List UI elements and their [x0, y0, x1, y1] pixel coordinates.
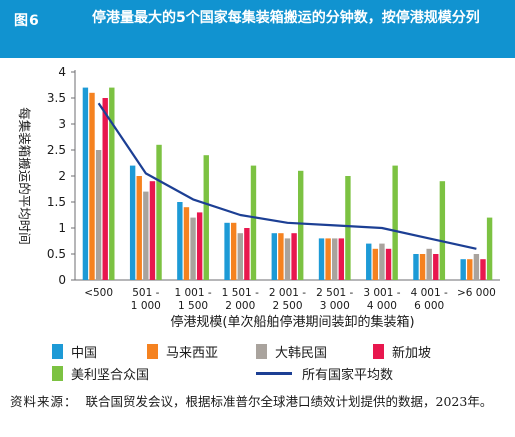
x-axis-label: 停港规模(单次船舶停港期间装卸的集装箱) — [170, 314, 414, 330]
bar — [95, 150, 102, 280]
bar — [467, 259, 473, 280]
legend-label: 美利坚合众国 — [71, 368, 150, 383]
bar — [392, 165, 398, 280]
legend-label: 所有国家平均数 — [302, 368, 394, 383]
x-tick-label: 2 001 - — [269, 287, 306, 299]
bar — [156, 144, 162, 280]
bar — [426, 248, 432, 280]
legend-label: 中国 — [71, 346, 98, 361]
bar — [473, 254, 480, 280]
bar — [385, 248, 392, 280]
y-tick-label: 3 — [58, 117, 66, 131]
legend-swatch — [52, 366, 63, 381]
bar — [177, 202, 183, 280]
x-tick-label: >6 000 — [457, 287, 496, 299]
bar — [345, 176, 351, 280]
legend-label: 新加坡 — [392, 346, 432, 361]
x-tick-label: <500 — [84, 287, 113, 299]
bar — [82, 87, 89, 280]
legend-swatch — [147, 344, 158, 359]
bar — [244, 228, 250, 280]
bar — [183, 207, 190, 280]
bar — [109, 87, 115, 280]
bar — [271, 233, 277, 280]
legend-swatch — [256, 344, 267, 359]
legend-label: 马来西亚 — [166, 346, 219, 361]
bar — [284, 238, 291, 280]
source-text: 联合国贸发会议，根据标准普尔全球港口绩效计划提供的数据，2023年。 — [85, 394, 493, 409]
legend-item-average: 所有国家平均数 — [256, 364, 393, 383]
bar — [413, 254, 419, 280]
y-tick-label: 1.5 — [47, 195, 66, 209]
bar — [136, 176, 142, 280]
x-tick-label: 4 001 - — [411, 287, 448, 299]
chart-title: 停港量最大的5个国家每集装箱搬运的分钟数，按停港规模分列 — [92, 10, 480, 26]
y-tick-label: 2 — [58, 169, 66, 183]
bar — [419, 254, 426, 280]
x-tick-label: 1 501 - — [222, 287, 259, 299]
legend-item: 中国 — [52, 342, 97, 361]
bar — [203, 155, 209, 280]
x-tick-label: 3 001 - — [363, 287, 400, 299]
y-tick-label: 2.5 — [47, 143, 66, 157]
bar — [332, 238, 338, 280]
chart-header: 图6 停港量最大的5个国家每集装箱搬运的分钟数，按停港规模分列 — [0, 0, 515, 58]
bar — [366, 243, 372, 280]
bar — [102, 98, 108, 280]
bar — [196, 212, 203, 280]
x-tick-label: 3 000 — [320, 300, 350, 312]
bar — [460, 259, 466, 280]
bar — [338, 238, 345, 280]
figure-label: 图6 — [14, 13, 40, 29]
y-tick-label: 0.5 — [47, 247, 66, 261]
legend-swatch — [52, 344, 63, 359]
bar — [224, 222, 230, 280]
legend-item: 新加坡 — [373, 342, 431, 361]
bar — [318, 238, 325, 280]
legend-item: 美利坚合众国 — [52, 364, 149, 383]
legend-swatch — [373, 344, 384, 359]
x-tick-label: 1 001 - — [174, 287, 211, 299]
bar — [250, 165, 257, 280]
source-note: 资料来源： 联合国贸发会议，根据标准普尔全球港口绩效计划提供的数据，2023年。 — [10, 392, 510, 412]
y-tick-label: 0 — [58, 273, 66, 287]
y-tick-label: 4 — [58, 65, 66, 79]
y-tick-label: 3.5 — [47, 91, 66, 105]
x-tick-label: 1 000 — [131, 300, 161, 312]
bar — [129, 165, 136, 280]
bar — [230, 222, 237, 280]
bar — [278, 233, 284, 280]
source-label: 资料来源： — [10, 394, 78, 409]
legend-item: 马来西亚 — [147, 342, 218, 361]
bar — [298, 170, 304, 280]
bar — [143, 191, 149, 280]
legend-item: 大韩民国 — [256, 342, 327, 361]
legend-label: 大韩民国 — [275, 346, 328, 361]
x-tick-label: 1 500 — [178, 300, 208, 312]
bar — [372, 248, 379, 280]
y-tick-label: 1 — [58, 221, 66, 235]
bar — [291, 233, 297, 280]
legend-line — [256, 372, 292, 375]
x-tick-label: 2 501 - — [316, 287, 353, 299]
bar — [149, 181, 156, 280]
bar — [89, 92, 95, 280]
bar — [190, 217, 196, 280]
x-tick-label: 2 500 — [272, 300, 302, 312]
average-line — [97, 102, 477, 250]
bar — [237, 233, 243, 280]
bar — [480, 259, 486, 280]
x-tick-label: 6 000 — [414, 300, 444, 312]
x-tick-label: 2 000 — [225, 300, 255, 312]
bar — [433, 254, 439, 280]
bar — [486, 217, 493, 280]
bar — [439, 181, 446, 280]
y-axis-label: 每集装箱搬运的平均时间 — [17, 107, 32, 245]
bar — [325, 238, 331, 280]
x-tick-label: 4 000 — [367, 300, 397, 312]
bar — [379, 243, 385, 280]
x-tick-label: 501 - — [132, 287, 159, 299]
